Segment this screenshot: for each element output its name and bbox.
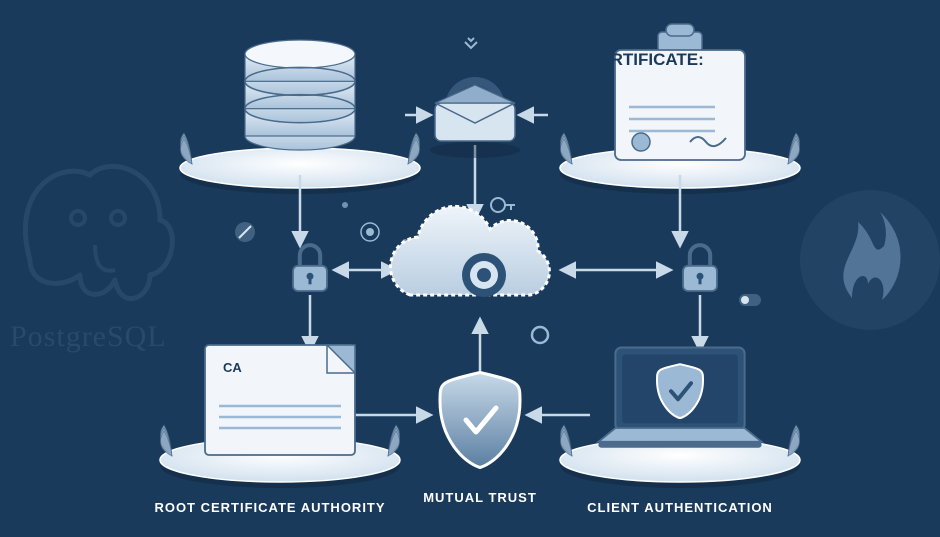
lock-left-icon xyxy=(293,245,327,291)
certificate-label: CERTIFICATE: xyxy=(587,50,704,70)
ca-tag-label: CA xyxy=(223,360,242,375)
shield-icon xyxy=(440,373,520,468)
diagram-canvas xyxy=(0,0,940,537)
client-auth-label: CLIENT AUTHENTICATION xyxy=(480,500,880,515)
lock-right-icon xyxy=(683,245,717,291)
cloud-icon xyxy=(390,206,549,297)
database-icon xyxy=(245,40,355,150)
certificate-icon xyxy=(615,24,745,160)
exchange-icon xyxy=(430,77,520,158)
postgresql-watermark-text: PostgreSQL xyxy=(10,320,167,354)
laptop-icon xyxy=(598,348,761,448)
